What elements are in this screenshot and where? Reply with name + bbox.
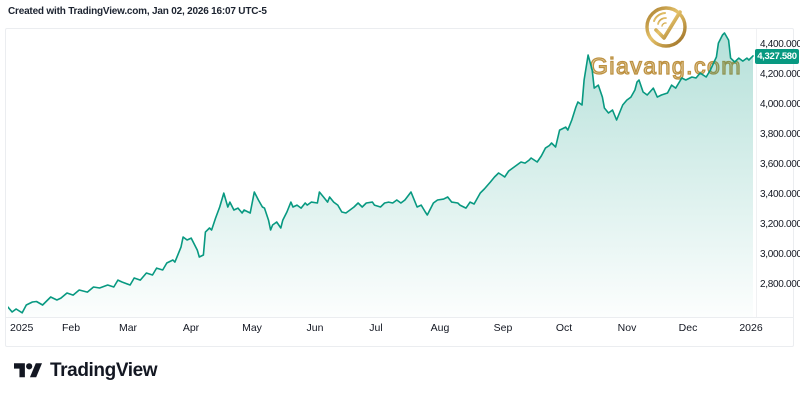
price-tick-label: 2,800.000 [760, 279, 800, 290]
time-tick-label: Nov [617, 322, 637, 334]
attribution-text: Created with TradingView.com, Jan 02, 20… [8, 6, 267, 17]
last-price-badge: 4,327.580 [755, 49, 799, 64]
price-tick-label: 4,000.000 [760, 99, 800, 110]
time-axis-separator [6, 317, 794, 318]
time-tick-label: Oct [555, 322, 573, 334]
time-tick-label: Aug [430, 322, 450, 334]
price-tick-label: 4,200.000 [760, 69, 800, 80]
series-line [8, 32, 754, 314]
time-tick-label: Jun [306, 322, 324, 334]
tradingview-logo-text: TradingView [50, 360, 158, 381]
time-axis[interactable]: 2025 Feb Mar Apr May Jun Jul Aug Sep Oct Nov Dec 202… [8, 320, 763, 344]
series-area-fill [8, 33, 753, 317]
price-tick-label: 3,600.000 [760, 159, 800, 170]
price-area-chart[interactable] [8, 30, 755, 317]
price-tick-label: 4,400.000 [760, 39, 800, 50]
time-tick-label: Dec [678, 322, 698, 334]
time-tick-label: Jul [369, 322, 383, 334]
time-tick-label: 2026 [739, 322, 763, 334]
price-axis[interactable]: 4,400.000 4,200.000 4,000.000 3,800.000 3,60… [757, 28, 800, 317]
time-tick-label: Apr [182, 322, 200, 334]
time-tick-label: 2025 [10, 322, 34, 334]
time-tick-label: Sep [493, 322, 513, 334]
time-tick-label: May [242, 322, 262, 334]
price-axis-separator [756, 29, 757, 317]
time-tick-label: Mar [118, 322, 138, 334]
time-tick-label: Feb [61, 322, 81, 334]
tradingview-logo[interactable]: TradingView [14, 360, 158, 382]
tradingview-logo-icon [14, 363, 42, 378]
giavang-logo-icon [645, 6, 687, 48]
price-tick-label: 3,000.000 [760, 249, 800, 260]
price-tick-label: 3,200.000 [760, 219, 800, 230]
price-tick-label: 3,400.000 [760, 189, 800, 200]
price-tick-label: 3,800.000 [760, 129, 800, 140]
